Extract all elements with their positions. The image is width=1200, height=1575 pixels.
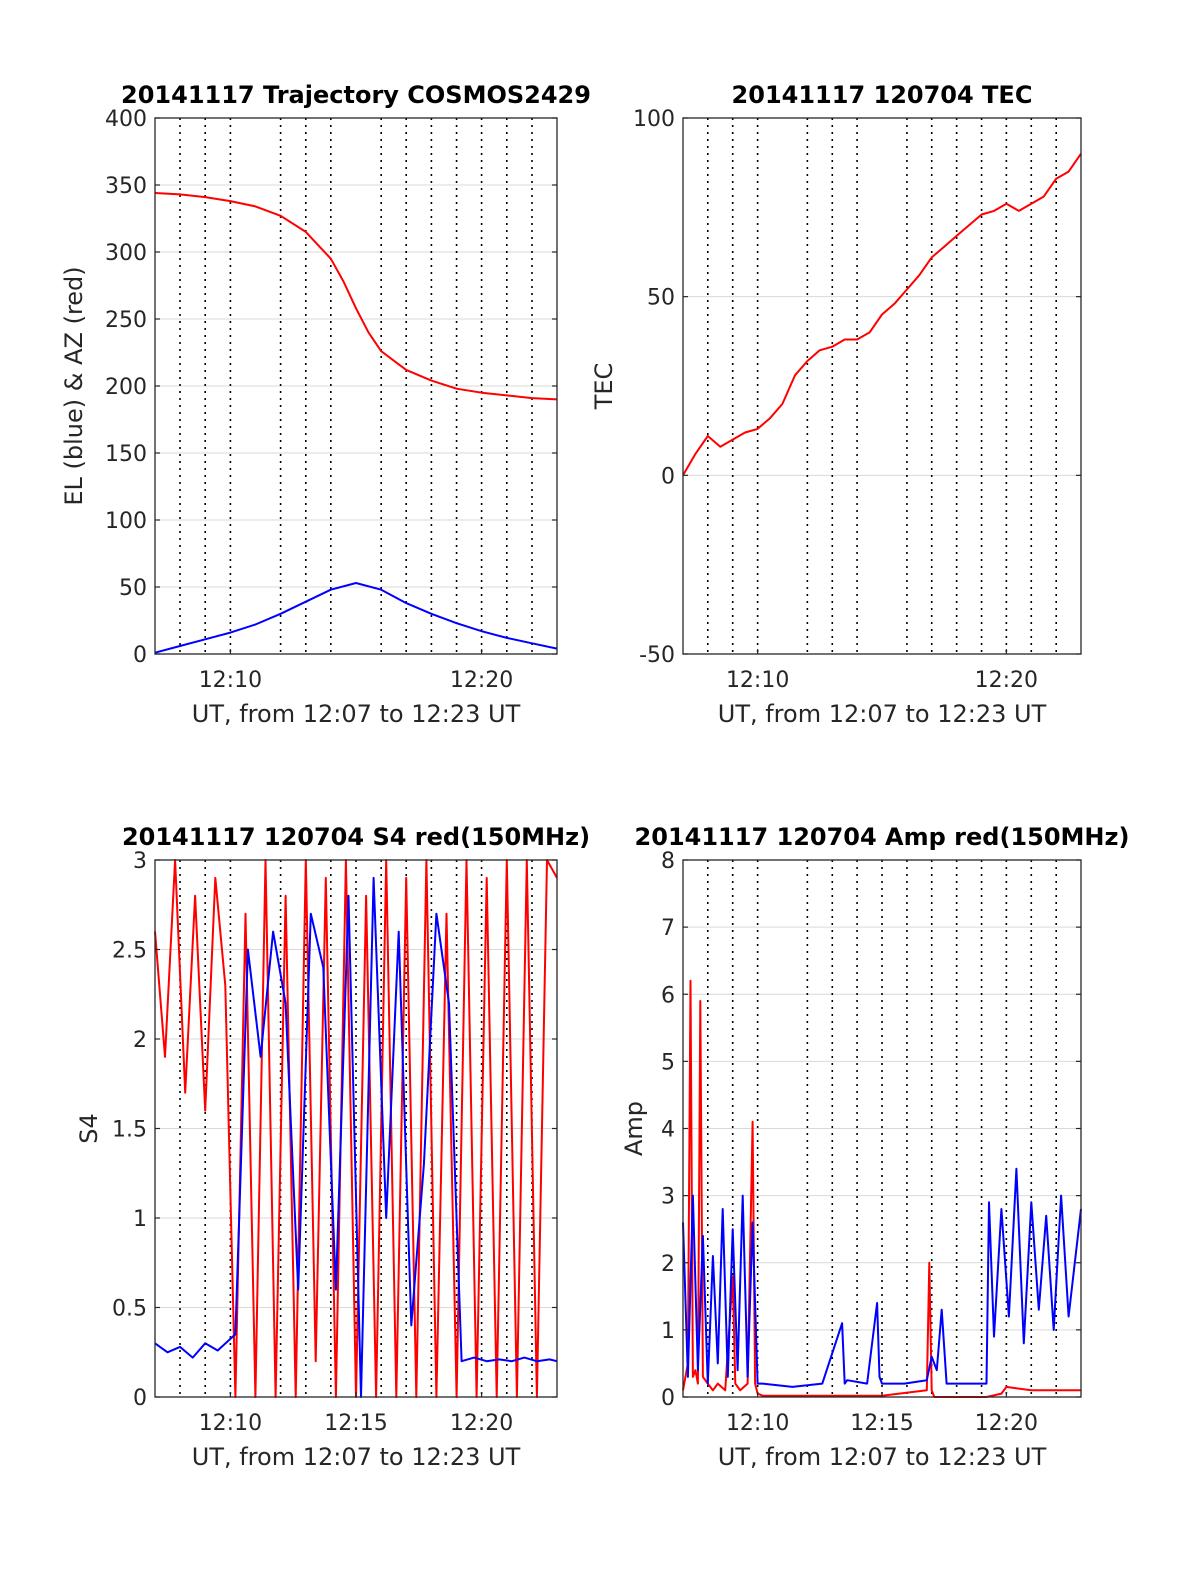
y-tick-label: 1.5 (112, 1118, 147, 1143)
y-tick-label: 200 (105, 375, 147, 400)
x-tick-label: 12:15 (324, 1411, 387, 1436)
y-tick-label: 0.5 (112, 1297, 147, 1322)
x-tick-label: 12:20 (975, 668, 1038, 693)
trajectory-panel: 0 50 100 150 200 250 300 350 400 12:10 12:20 201411… (60, 81, 591, 728)
tec-panel: -50 0 50 100 12:10 12:20 20141117 120704 TEC UT… (590, 81, 1082, 728)
s4-title: 20141117 120704 S4 red(150MHz) (122, 823, 590, 851)
y-tick-label: 2 (661, 1252, 675, 1277)
y-tick-label: 100 (633, 107, 675, 132)
y-tick-label: 0 (661, 1386, 675, 1411)
x-tick-label: 12:10 (726, 668, 789, 693)
x-axis-label: UT, from 12:07 to 12:23 UT (718, 1443, 1047, 1471)
trajectory-title: 20141117 Trajectory COSMOS2429 (121, 81, 591, 109)
y-tick-label: 3 (661, 1185, 675, 1210)
y-axis-label: EL (blue) & AZ (red) (60, 266, 88, 505)
y-tick-label: 3 (133, 849, 147, 874)
y-tick-label: 1 (133, 1207, 147, 1232)
y-tick-label: 8 (661, 849, 675, 874)
y-tick-label: 2.5 (112, 939, 147, 964)
y-axis-label: TEC (590, 363, 618, 411)
y-tick-label: 250 (105, 308, 147, 333)
amp-panel: 0 1 2 3 4 5 6 7 8 12:10 12:15 12:20 20141117 120704 … (620, 823, 1129, 1471)
x-tick-label: 12:10 (726, 1411, 789, 1436)
y-tick-label: 0 (133, 1386, 147, 1411)
y-tick-label: 350 (105, 174, 147, 199)
y-tick-label: 6 (661, 983, 675, 1008)
y-tick-label: 50 (647, 286, 675, 311)
y-tick-label: 50 (119, 576, 147, 601)
trajectory-series-az-line (154, 192, 558, 401)
amp-title: 20141117 120704 Amp red(150MHz) (635, 823, 1130, 851)
y-axis-label: Amp (620, 1101, 648, 1156)
x-tick-label: 12:20 (450, 1411, 513, 1436)
x-axis-label: UT, from 12:07 to 12:23 UT (192, 1443, 521, 1471)
y-tick-label: -50 (639, 643, 675, 668)
axes-box (682, 117, 1082, 655)
y-tick-label: 5 (661, 1050, 675, 1075)
x-axis-label: UT, from 12:07 to 12:23 UT (718, 700, 1047, 728)
s4-panel: 0 0.5 1 1.5 2 2.5 3 12:10 12:15 12:20 20141117 120… (75, 823, 590, 1471)
trajectory-series-el-line (154, 582, 558, 654)
x-tick-label: 12:10 (199, 668, 262, 693)
y-tick-label: 100 (105, 509, 147, 534)
plot-area (683, 118, 1081, 654)
y-tick-label: 0 (661, 464, 675, 489)
amp-series-blue-line (682, 1167, 1082, 1388)
x-tick-label: 12:20 (975, 1411, 1038, 1436)
x-tick-label: 12:15 (850, 1411, 913, 1436)
x-tick-label: 12:10 (199, 1411, 262, 1436)
y-tick-label: 4 (661, 1118, 675, 1143)
y-tick-label: 300 (105, 241, 147, 266)
y-tick-label: 400 (105, 107, 147, 132)
x-axis-label: UT, from 12:07 to 12:23 UT (192, 700, 521, 728)
y-tick-label: 1 (661, 1319, 675, 1344)
y-tick-label: 7 (661, 916, 675, 941)
tec-series-red-line (682, 153, 1082, 476)
x-tick-label: 12:20 (450, 668, 513, 693)
tec-title: 20141117 120704 TEC (732, 81, 1033, 109)
y-axis-label: S4 (75, 1113, 103, 1144)
y-tick-label: 0 (133, 643, 147, 668)
y-tick-label: 150 (105, 442, 147, 467)
y-tick-label: 2 (133, 1028, 147, 1053)
